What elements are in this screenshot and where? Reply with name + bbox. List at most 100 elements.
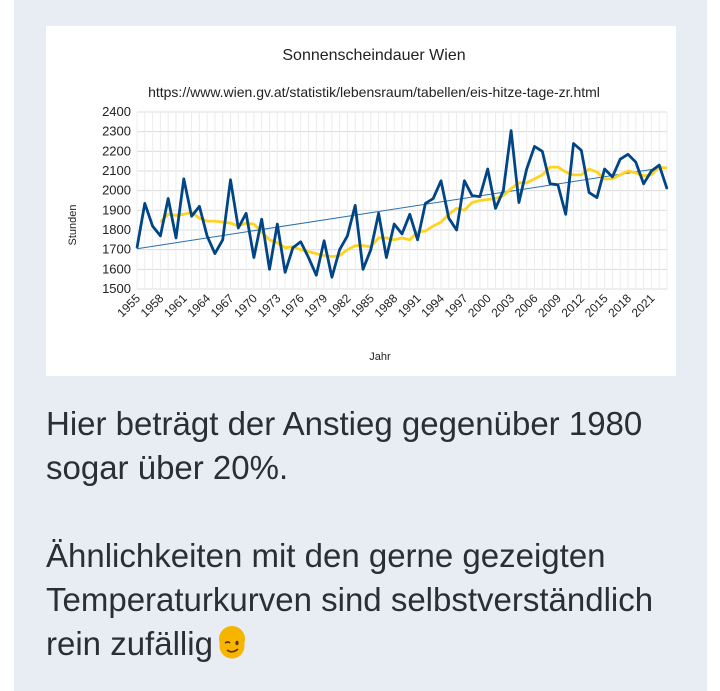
data-point (619, 158, 622, 160)
data-point (245, 212, 247, 215)
data-point (385, 256, 388, 259)
data-point (221, 239, 224, 241)
data-point (292, 246, 294, 249)
y-tick-label: 2200 (102, 143, 131, 158)
data-point (557, 183, 559, 186)
data-point (588, 191, 590, 194)
data-point (541, 150, 544, 153)
x-axis-label: Jahr (369, 351, 391, 363)
chart-image[interactable]: Sonnenscheindauer Wien https://www.wien.… (46, 26, 676, 376)
data-point (229, 179, 232, 181)
data-point (377, 212, 380, 215)
y-tick-label: 1900 (102, 202, 131, 217)
moving-average-line (159, 165, 668, 259)
data-point (455, 229, 458, 231)
data-point (525, 168, 528, 170)
sunshine-duration-chart: Sonnenscheindauer Wien https://www.wien.… (67, 47, 669, 363)
y-tick-label: 2300 (102, 124, 131, 139)
data-point (658, 164, 661, 166)
data-point (440, 180, 442, 182)
data-point (518, 201, 520, 204)
data-point (214, 252, 216, 255)
y-tick-label: 1500 (102, 281, 131, 296)
y-tick-label: 2100 (102, 163, 131, 178)
y-tick-label: 1600 (102, 261, 131, 276)
x-tick-label: 2012 (559, 291, 588, 320)
chart-subtitle: https://www.wien.gv.at/statistik/lebensr… (148, 84, 600, 100)
x-tick-label: 1988 (372, 291, 401, 320)
x-tick-label: 2009 (535, 291, 564, 320)
x-tick-label: 1973 (255, 291, 284, 320)
data-point (237, 227, 240, 229)
data-point (666, 187, 668, 190)
y-tick-label: 1800 (102, 222, 131, 237)
data-point (331, 276, 333, 278)
data-point (159, 235, 162, 237)
y-tick-label: 2000 (102, 183, 131, 198)
x-tick-label: 2000 (465, 291, 494, 320)
data-point (611, 176, 614, 178)
data-point (151, 225, 154, 227)
x-tick-label: 1994 (418, 291, 447, 320)
data-point (268, 268, 271, 271)
data-point (167, 197, 169, 200)
data-point (650, 170, 653, 172)
post-card: Sonnenscheindauer Wien https://www.wien.… (14, 0, 707, 691)
data-point (564, 213, 567, 216)
winking-face-emoji-icon (218, 626, 245, 659)
x-tick-label: 1967 (208, 291, 237, 320)
post-paragraph-2-text: Ähnlichkeiten mit den gerne gezeigten Te… (46, 537, 654, 662)
data-point (338, 248, 341, 251)
data-point (627, 153, 629, 156)
data-point (533, 145, 536, 148)
x-tick-label: 2015 (582, 291, 611, 320)
data-point (284, 271, 286, 274)
data-point (432, 197, 434, 200)
data-point (401, 233, 403, 235)
data-point (463, 180, 466, 182)
data-point (502, 189, 505, 192)
data-point (175, 237, 177, 239)
data-point (182, 178, 185, 180)
data-point (299, 241, 302, 243)
data-point (190, 215, 193, 218)
trend-line (136, 166, 668, 250)
x-tick-label: 1997 (442, 291, 471, 320)
x-tick-label: 1976 (278, 291, 307, 320)
x-tick-label: 2021 (629, 291, 658, 320)
data-point (479, 195, 481, 198)
x-tick-label: 1961 (161, 291, 190, 320)
x-tick-label: 2003 (488, 291, 517, 320)
data-point (408, 213, 411, 216)
data-point (603, 168, 606, 170)
post-text: Hier beträgt der Anstieg gegenüber 1980 … (46, 402, 686, 666)
y-tick-label: 1700 (102, 242, 131, 257)
data-point (580, 149, 583, 152)
y-axis-label: Stunden (67, 205, 79, 246)
chart-title: Sonnenscheindauer Wien (282, 47, 465, 64)
data-point (494, 207, 497, 210)
data-point (206, 235, 208, 237)
y-tick-label: 2400 (102, 104, 131, 119)
x-tick-label: 2006 (512, 291, 541, 320)
x-tick-label: 1970 (231, 291, 260, 320)
data-point (362, 268, 364, 271)
data-point (424, 202, 427, 205)
data-point (510, 129, 512, 132)
x-tick-label: 1991 (395, 291, 424, 320)
x-tick-label: 2018 (605, 291, 634, 320)
post-paragraph-2: Ähnlichkeiten mit den gerne gezeigten Te… (46, 534, 686, 666)
x-tick-label: 1964 (184, 291, 213, 320)
data-point (370, 248, 372, 251)
data-point (416, 239, 419, 241)
data-point (276, 223, 279, 225)
data-point (447, 217, 450, 219)
data-point (354, 204, 357, 207)
data-point (393, 223, 396, 225)
data-point (315, 274, 318, 277)
data-point (549, 182, 551, 185)
data-point (198, 205, 201, 208)
data-point (596, 196, 598, 199)
data-point (346, 235, 349, 237)
x-tick-label: 1979 (301, 291, 330, 320)
